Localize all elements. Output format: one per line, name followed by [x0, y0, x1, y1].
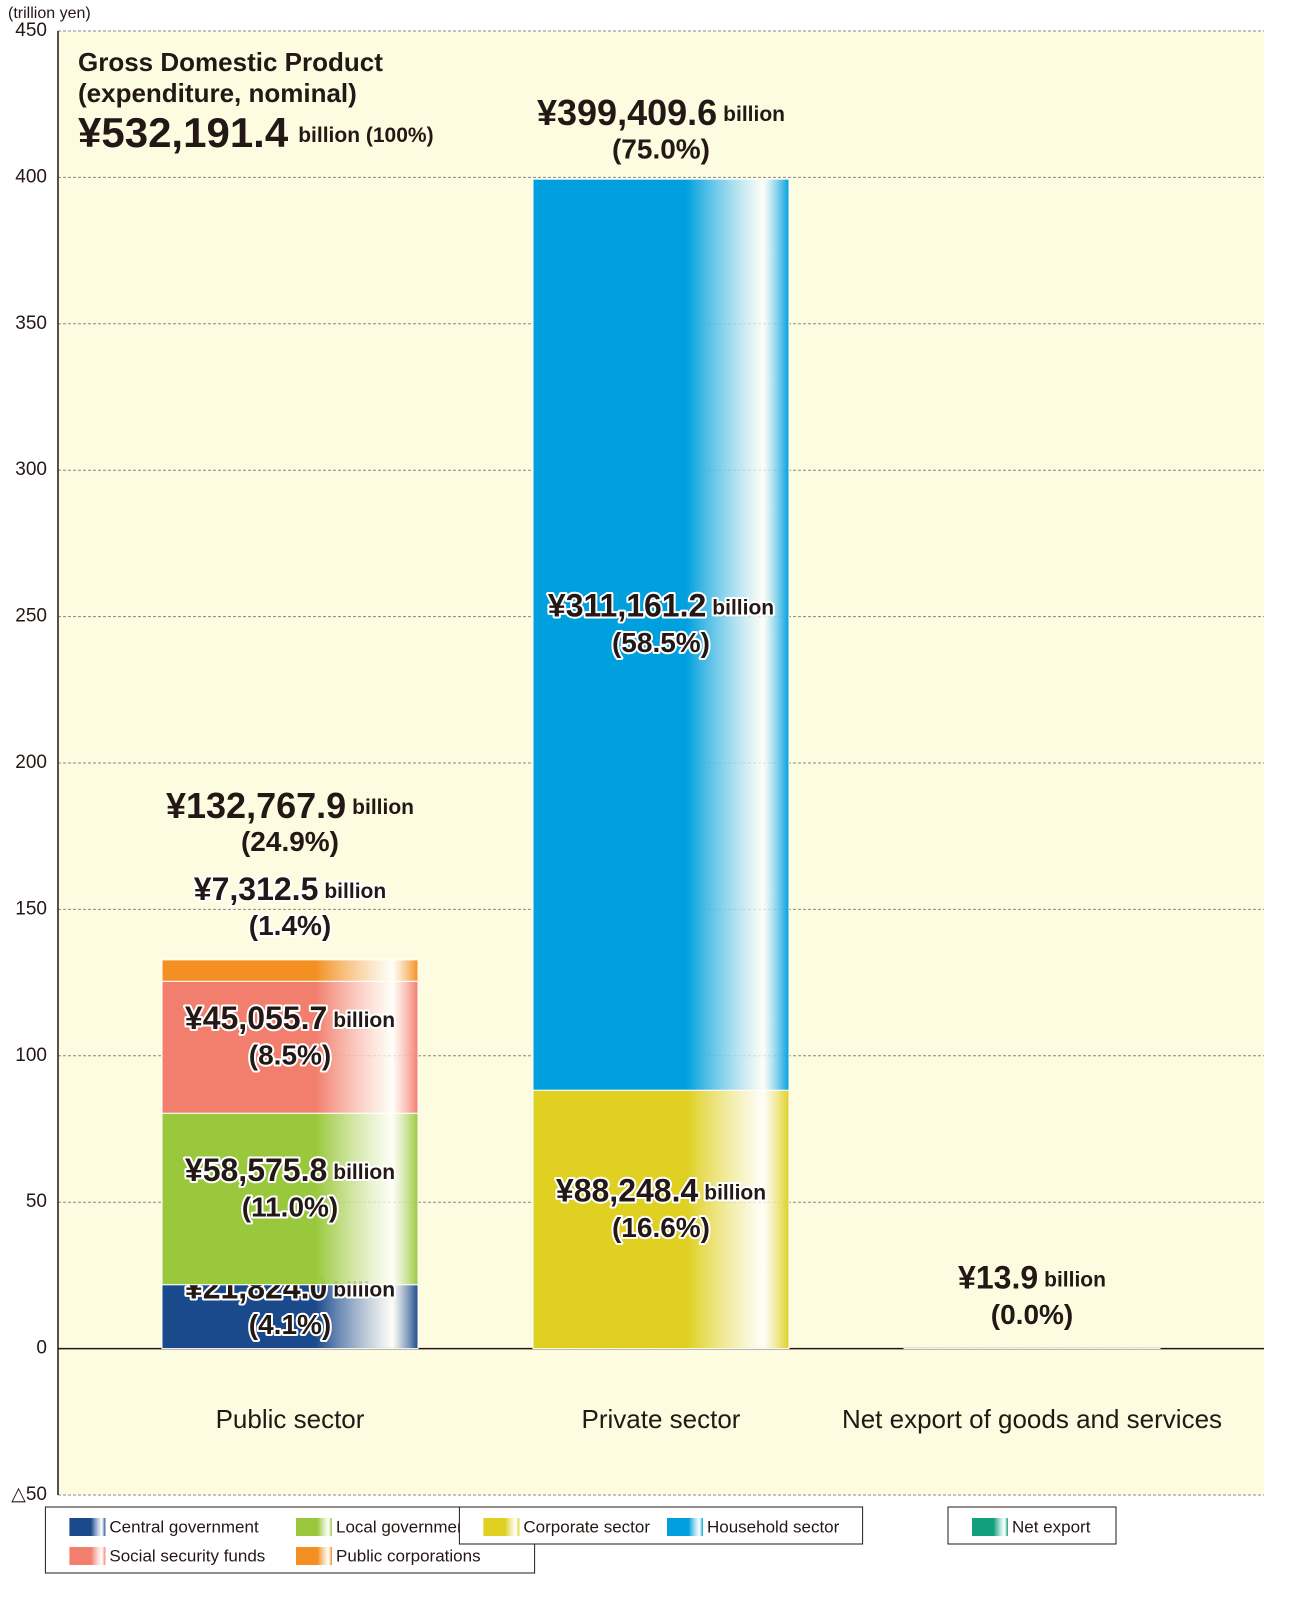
- title-line: Gross Domestic Product: [78, 47, 383, 77]
- x-tick-label: Public sector: [216, 1404, 365, 1434]
- data-label-share: (16.6%): [612, 1212, 710, 1243]
- data-label-value: ¥45,055.7: [185, 1001, 327, 1037]
- bar-segment: [532, 1089, 790, 1350]
- y-tick-label: 150: [15, 898, 47, 919]
- data-label-share: (4.1%): [249, 1309, 331, 1340]
- data-label: ¥132,767.9 billion: [166, 784, 414, 825]
- x-tick-label: Private sector: [582, 1404, 741, 1434]
- gdp-total: ¥532,191.4 billion (100%): [78, 109, 434, 156]
- data-label-value: ¥13.9: [958, 1260, 1038, 1296]
- legend-label: Household sector: [707, 1517, 840, 1536]
- legend-label: Public corporations: [336, 1546, 481, 1565]
- legend-swatch: [69, 1547, 106, 1565]
- legend-swatch: [667, 1518, 703, 1536]
- y-tick-label: 350: [15, 313, 47, 334]
- data-label-value: ¥7,312.5: [194, 871, 319, 907]
- data-label-value: ¥58,575.8: [185, 1152, 327, 1188]
- data-label: ¥7,312.5 billion: [194, 871, 386, 907]
- data-label-value: ¥132,767.9: [166, 784, 346, 825]
- data-label-value: ¥311,161.2: [548, 588, 706, 624]
- y-axis-label: (trillion yen): [8, 5, 91, 22]
- data-label: ¥311,161.2 billion: [548, 588, 774, 624]
- bar-segment: [532, 178, 790, 1091]
- legend-box: [44, 1506, 536, 1574]
- legend-label: Local governments: [336, 1517, 480, 1536]
- data-label-unit: billion: [333, 1009, 395, 1032]
- y-tick-label: 450: [15, 20, 47, 41]
- data-label-unit: billion: [704, 1181, 766, 1204]
- data-label-unit: billion: [1044, 1268, 1106, 1291]
- data-label-share: (0.0%): [991, 1299, 1073, 1330]
- bar-segment: [161, 1112, 419, 1286]
- data-label-share: (8.5%): [249, 1040, 331, 1071]
- data-label-share: (11.0%): [242, 1191, 339, 1222]
- y-tick-label: 100: [15, 1045, 47, 1066]
- title-line: (expenditure, nominal): [78, 78, 357, 108]
- legend-label: Central government: [109, 1517, 259, 1536]
- y-tick-label: 200: [15, 752, 47, 773]
- data-label: ¥45,055.7 billion: [185, 1001, 395, 1037]
- legend-label: Corporate sector: [523, 1517, 650, 1536]
- data-label-unit: billion: [723, 103, 785, 126]
- y-tick-label: 300: [15, 459, 47, 480]
- data-label-unit: billion: [333, 1160, 395, 1183]
- data-label: ¥13.9 billion: [958, 1260, 1106, 1296]
- data-label-unit: billion: [352, 795, 414, 818]
- y-tick-label: 50: [26, 1191, 47, 1212]
- data-label: ¥88,248.4 billion: [556, 1173, 766, 1209]
- bar-segment: [161, 980, 419, 1114]
- data-label-share: (75.0%): [612, 134, 710, 165]
- data-label-value: ¥88,248.4: [556, 1173, 699, 1209]
- legend-swatch: [972, 1518, 1008, 1536]
- legend-swatch: [296, 1518, 332, 1536]
- data-label-share: (1.4%): [249, 910, 331, 941]
- legend-label: Social security funds: [109, 1546, 265, 1565]
- data-label: ¥399,409.6 billion: [537, 92, 785, 133]
- data-label-share: (24.9%): [241, 826, 339, 857]
- y-tick-label: △50: [11, 1484, 47, 1505]
- x-tick-label: Net export of goods and services: [842, 1404, 1222, 1434]
- y-tick-label: 0: [36, 1338, 47, 1359]
- legend-swatch: [296, 1547, 332, 1565]
- gdp-total-suffix: billion (100%): [298, 124, 433, 147]
- legend-swatch: [483, 1518, 520, 1536]
- legend-label: Net export: [1012, 1517, 1091, 1536]
- bar-segment: [161, 959, 419, 982]
- data-label: ¥58,575.8 billion: [185, 1152, 395, 1188]
- y-tick-label: 400: [15, 166, 47, 187]
- data-label-unit: billion: [324, 879, 386, 902]
- legend-swatch: [69, 1518, 106, 1536]
- data-label-unit: billion: [712, 596, 774, 619]
- data-label-value: ¥399,409.6: [537, 92, 717, 133]
- data-label-share: (58.5%): [612, 627, 710, 658]
- legend-box: [458, 1506, 864, 1545]
- gdp-total-value: ¥532,191.4: [78, 109, 289, 156]
- y-tick-label: 250: [15, 606, 47, 627]
